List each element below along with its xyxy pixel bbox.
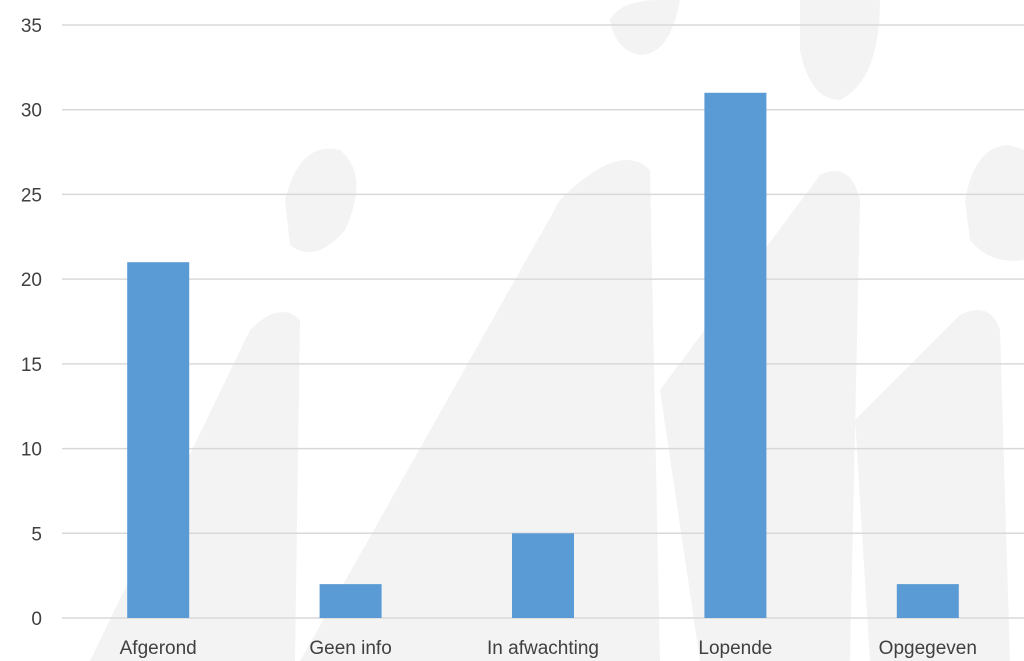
bars [127,92,959,619]
bar-opgegeven [896,584,959,618]
watermark-dot-1 [285,148,357,253]
y-axis: 0 5 10 15 20 25 30 35 [21,16,42,630]
x-tick-label: Geen info [309,638,391,659]
y-tick-label: 10 [21,440,42,461]
y-tick-label: 30 [21,101,42,122]
watermark-dot-2 [610,0,680,55]
y-tick-label: 15 [21,355,42,376]
y-tick-label: 20 [21,270,42,291]
watermark-stroke-4 [855,310,1010,661]
bar-afgerond [127,262,190,618]
x-tick-label: Opgegeven [879,638,977,659]
x-tick-label: Lopende [698,638,772,659]
y-tick-label: 35 [21,16,42,37]
bar-lopende [704,92,767,619]
x-tick-label: In afwachting [487,638,599,659]
x-tick-label: Afgerond [120,638,197,659]
watermark-dot-4 [965,145,1024,261]
x-axis: Afgerond Geen info In afwachting Lopende Opg… [120,638,977,659]
bar-geen-info [319,584,382,618]
y-tick-label: 5 [31,524,42,545]
bar-in-afwachting [512,533,574,618]
y-tick-label: 25 [21,185,42,206]
watermark-dot-3 [800,0,880,100]
y-tick-label: 0 [31,609,42,630]
